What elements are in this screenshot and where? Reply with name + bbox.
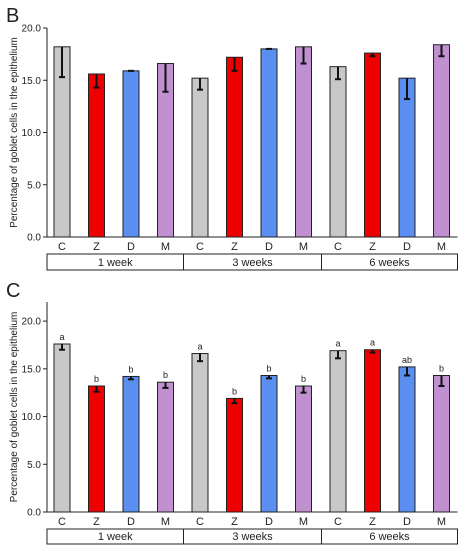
- bar: [295, 46, 312, 238]
- x-category-label: Z: [231, 516, 238, 528]
- x-category-label: D: [127, 516, 135, 528]
- x-category-label: C: [196, 516, 204, 528]
- bar: [329, 66, 347, 238]
- y-tick-label: 15.0: [22, 76, 42, 87]
- x-category-label: D: [265, 516, 273, 528]
- y-axis-label: Percentage of goblet cells in the epithe…: [9, 312, 20, 503]
- bar: [157, 381, 174, 513]
- group-label: 1 week: [98, 531, 133, 543]
- significance-label: a: [197, 342, 202, 352]
- y-tick-label: 15.0: [22, 364, 42, 375]
- bar: [226, 397, 243, 513]
- bar: [433, 375, 450, 513]
- significance-label: ab: [402, 355, 412, 365]
- significance-label: b: [301, 374, 306, 384]
- x-category-label: D: [403, 241, 411, 253]
- bar: [88, 385, 105, 513]
- y-tick-label: 10.0: [22, 128, 42, 139]
- bar: [53, 343, 71, 513]
- x-category-label: Z: [369, 241, 376, 253]
- significance-label: a: [335, 339, 340, 349]
- bar: [364, 52, 381, 238]
- y-tick-label: 5.0: [27, 180, 41, 191]
- group-label: 1 week: [98, 257, 133, 269]
- bar: [191, 353, 209, 513]
- x-category-label: M: [161, 241, 170, 253]
- x-category-label: C: [196, 241, 204, 253]
- x-category-label: M: [299, 241, 308, 253]
- x-category-label: M: [161, 516, 170, 528]
- bar: [191, 77, 209, 238]
- bar: [260, 375, 278, 513]
- bar: [329, 350, 347, 513]
- x-category-label: M: [437, 241, 446, 253]
- x-category-label: D: [127, 241, 135, 253]
- group-label: 3 weeks: [232, 531, 273, 543]
- y-axis-label: Percentage of goblet cells in the epithe…: [9, 37, 20, 228]
- x-category-label: C: [334, 516, 342, 528]
- significance-label: b: [232, 386, 237, 396]
- x-category-label: C: [58, 516, 66, 528]
- group-box: [321, 253, 458, 271]
- x-category-label: D: [403, 516, 411, 528]
- bar: [398, 366, 416, 513]
- bar: [226, 56, 243, 238]
- significance-label: b: [163, 370, 168, 380]
- x-category-label: C: [334, 241, 342, 253]
- x-category-label: M: [299, 516, 308, 528]
- x-category-label: Z: [93, 516, 100, 528]
- bar: [260, 48, 278, 238]
- significance-label: a: [370, 338, 375, 348]
- panel-letter: B: [6, 5, 19, 27]
- bar: [88, 73, 105, 238]
- significance-label: b: [128, 364, 133, 374]
- group-label: 6 weeks: [369, 531, 410, 543]
- bar: [433, 44, 450, 238]
- y-tick-label: 0.0: [27, 233, 41, 244]
- x-category-label: Z: [369, 516, 376, 528]
- y-tick-label: 20.0: [22, 317, 42, 328]
- group-box: [321, 528, 458, 545]
- panel-letter: C: [6, 280, 20, 302]
- bar: [295, 385, 312, 513]
- y-tick-label: 0.0: [27, 508, 41, 519]
- x-category-label: Z: [93, 241, 100, 253]
- significance-label: a: [59, 332, 64, 342]
- x-category-label: M: [437, 516, 446, 528]
- bar: [122, 70, 140, 238]
- bar: [364, 349, 381, 513]
- x-category-label: Z: [231, 241, 238, 253]
- bar: [122, 375, 140, 513]
- significance-label: b: [439, 364, 444, 374]
- y-tick-label: 10.0: [22, 412, 42, 423]
- bar: [398, 77, 416, 238]
- significance-label: b: [94, 374, 99, 384]
- y-tick-label: 20.0: [22, 24, 42, 35]
- group-label: 6 weeks: [369, 257, 410, 269]
- y-tick-label: 5.0: [27, 460, 41, 471]
- x-category-label: D: [265, 241, 273, 253]
- significance-label: b: [266, 364, 271, 374]
- group-label: 3 weeks: [232, 257, 273, 269]
- x-category-label: C: [58, 241, 66, 253]
